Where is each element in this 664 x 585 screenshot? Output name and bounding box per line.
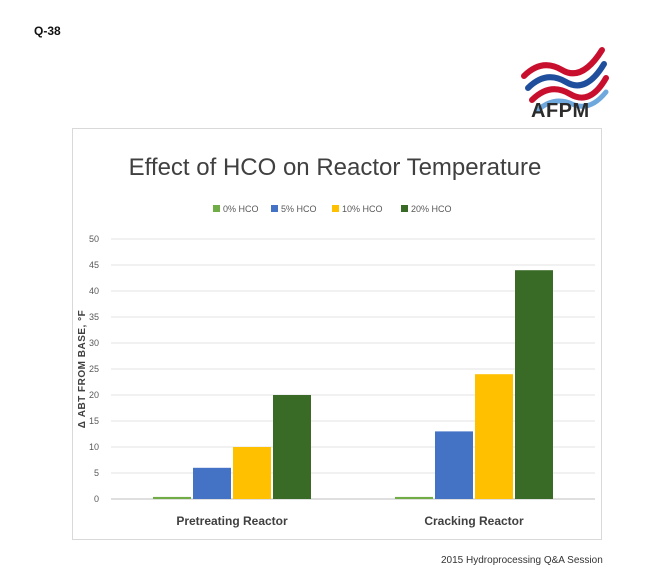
- y-tick-label: 35: [89, 312, 99, 322]
- bar: [233, 447, 271, 499]
- legend-label: 5% HCO: [281, 204, 317, 214]
- y-axis-label: Δ ABT FROM BASE, °F: [77, 310, 88, 428]
- footer-caption: 2015 Hydroprocessing Q&A Session: [441, 555, 603, 566]
- y-axis-ticks: 0 5 10 15 20 25 30 35 40 45 50: [89, 234, 99, 504]
- bar-chart: Effect of HCO on Reactor Temperature 0% …: [77, 154, 595, 528]
- chart-title: Effect of HCO on Reactor Temperature: [129, 154, 542, 181]
- x-category-label: Cracking Reactor: [424, 514, 524, 528]
- x-category-label: Pretreating Reactor: [176, 514, 288, 528]
- chart-legend: 0% HCO 5% HCO 10% HCO 20% HCO: [213, 204, 452, 214]
- y-tick-label: 40: [89, 286, 99, 296]
- bar: [193, 467, 231, 499]
- bar: [153, 496, 191, 499]
- y-tick-label: 5: [94, 468, 99, 478]
- afpm-logo-text: AFPM: [531, 100, 590, 122]
- bar: [435, 431, 473, 499]
- legend-swatch: [213, 205, 220, 212]
- legend-swatch: [401, 205, 408, 212]
- y-tick-label: 50: [89, 234, 99, 244]
- bar: [273, 395, 311, 499]
- y-tick-label: 15: [89, 416, 99, 426]
- legend-label: 0% HCO: [223, 204, 259, 214]
- y-tick-label: 0: [94, 494, 99, 504]
- legend-label: 20% HCO: [411, 204, 452, 214]
- y-tick-label: 45: [89, 260, 99, 270]
- x-axis-categories: Pretreating Reactor Cracking Reactor: [176, 514, 524, 528]
- question-number: Q-38: [34, 24, 61, 38]
- bar: [395, 496, 433, 499]
- legend-label: 10% HCO: [342, 204, 383, 214]
- legend-swatch: [271, 205, 278, 212]
- y-tick-label: 10: [89, 442, 99, 452]
- y-tick-label: 20: [89, 390, 99, 400]
- y-tick-label: 25: [89, 364, 99, 374]
- bar: [515, 270, 553, 499]
- afpm-flag-logo-icon: [521, 47, 609, 113]
- bar: [475, 374, 513, 499]
- y-tick-label: 30: [89, 338, 99, 348]
- chart-panel: Effect of HCO on Reactor Temperature 0% …: [72, 128, 602, 540]
- gridlines: [111, 238, 595, 500]
- bars: [153, 270, 553, 499]
- legend-swatch: [332, 205, 339, 212]
